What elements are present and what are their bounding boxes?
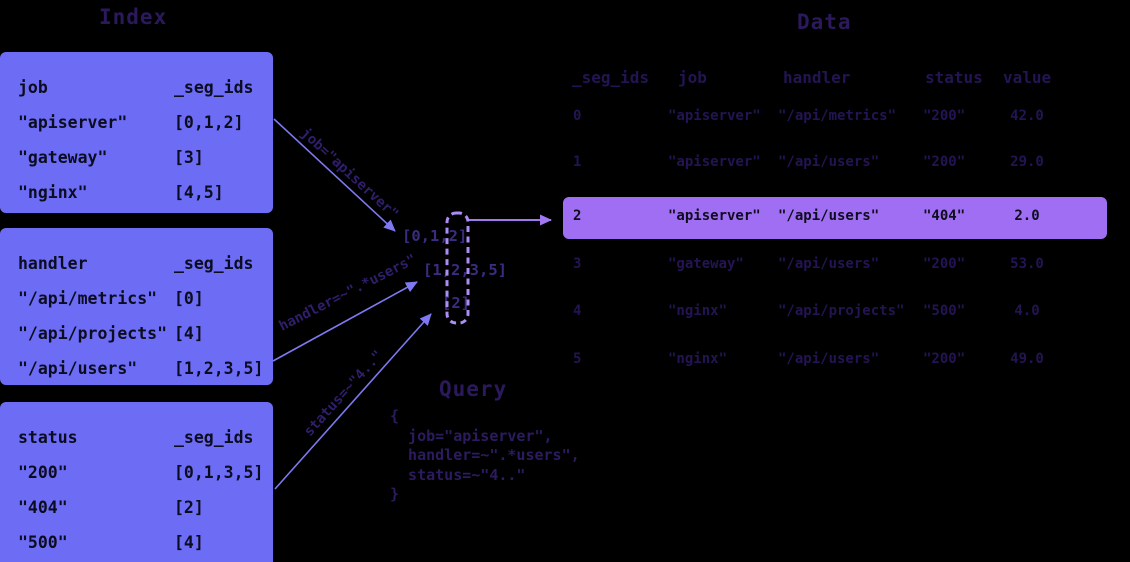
- seg-ids-cell: [0]: [174, 289, 204, 308]
- data-row-1-cell: "200": [923, 154, 966, 170]
- query-code: { job="apiserver", handler=~".*users", s…: [390, 407, 580, 503]
- data-row-0-cell: 42.0: [1010, 108, 1044, 124]
- data-row-3-cell: 3: [573, 256, 582, 272]
- data-row-5-cell: "nginx": [668, 351, 728, 367]
- data-row-3-cell: 53.0: [1010, 256, 1044, 272]
- index-key-cell: "/api/projects": [18, 324, 168, 343]
- data-row-0-cell: 0: [573, 108, 582, 124]
- index-key-cell: handler: [18, 254, 88, 273]
- data-row-2-cell: "apiserver": [668, 208, 761, 224]
- data-row-1-cell: 29.0: [1010, 154, 1044, 170]
- data-row-2-cell: "/api/users": [778, 208, 880, 224]
- data-row-4-cell: "/api/projects": [778, 303, 905, 319]
- data-row-0-cell: "apiserver": [668, 108, 761, 124]
- data-row-1-cell: 1: [573, 154, 582, 170]
- data-row-2-cell: "404": [923, 208, 966, 224]
- index-key-cell: "200": [18, 463, 68, 482]
- index-table-job: job _seg_ids "apiserver" [0,1,2] "gateway" [3…: [0, 52, 273, 213]
- index-table-handler: handler _seg_ids "/api/metrics" [0] "/api/pr…: [0, 228, 273, 385]
- seg-ids-list-handler: [1,2,3,5]: [423, 261, 507, 279]
- seg-ids-cell: _seg_ids: [174, 254, 254, 273]
- highlighted-row-background: [563, 197, 1107, 239]
- seg-ids-cell: _seg_ids: [174, 428, 254, 447]
- data-table-column-header: _seg_ids: [572, 68, 650, 87]
- index-key-cell: job: [18, 78, 48, 97]
- index-table-header-row: status _seg_ids: [0, 428, 273, 448]
- index-table-row: "/api/users" [1,2,3,5]: [0, 359, 273, 379]
- index-table-row: "nginx" [4,5]: [0, 183, 273, 203]
- data-row-5-cell: "/api/users": [778, 351, 880, 367]
- index-table-row: "404" [2]: [0, 498, 273, 518]
- index-table-row: "/api/projects" [4]: [0, 324, 273, 344]
- seg-ids-list-job: [0,1,2]: [402, 227, 468, 245]
- data-table-column-header: job: [678, 68, 707, 87]
- index-key-cell: "gateway": [18, 148, 108, 167]
- data-row-2-cell: 2: [573, 208, 582, 224]
- index-key-cell: status: [18, 428, 78, 447]
- data-row-5-cell: 5: [573, 351, 582, 367]
- data-table-column-header: handler: [783, 68, 851, 87]
- data-row-3-cell: "200": [923, 256, 966, 272]
- data-row-1-cell: "apiserver": [668, 154, 761, 170]
- data-row-3-cell: "gateway": [668, 256, 744, 272]
- data-row-5-cell: 49.0: [1010, 351, 1044, 367]
- index-table-header-row: handler _seg_ids: [0, 254, 273, 274]
- seg-ids-cell: [4,5]: [174, 183, 224, 202]
- index-table-row: "gateway" [3]: [0, 148, 273, 168]
- data-row-2-cell: 2.0: [1014, 208, 1040, 224]
- seg-ids-cell: [0,1,3,5]: [174, 463, 264, 482]
- index-section-title: Index: [99, 5, 168, 29]
- data-row-0-cell: "200": [923, 108, 966, 124]
- index-key-cell: "nginx": [18, 183, 88, 202]
- index-key-cell: "500": [18, 533, 68, 552]
- index-table-row: "/api/metrics" [0]: [0, 289, 273, 309]
- data-row-4-cell: "500": [923, 303, 966, 319]
- seg-ids-cell: [4]: [174, 324, 204, 343]
- index-key-cell: "/api/metrics": [18, 289, 158, 308]
- index-key-cell: "apiserver": [18, 113, 128, 132]
- data-row-3-cell: "/api/users": [778, 256, 880, 272]
- arrow-label-handler: handler=~".*users": [277, 251, 419, 334]
- seg-ids-cell: [4]: [174, 533, 204, 552]
- data-row-4-cell: "nginx": [668, 303, 728, 319]
- index-table-header-row: job _seg_ids: [0, 78, 273, 98]
- data-row-4-cell: 4.0: [1014, 303, 1040, 319]
- arrow-job-to-seglist: [273, 118, 396, 232]
- index-table-row: "apiserver" [0,1,2]: [0, 113, 273, 133]
- data-row-4-cell: 4: [573, 303, 582, 319]
- index-table-row: "200" [0,1,3,5]: [0, 463, 273, 483]
- seg-ids-cell: [1,2,3,5]: [174, 359, 264, 378]
- data-row-5-cell: "200": [923, 351, 966, 367]
- data-section-title: Data: [797, 10, 852, 34]
- seg-ids-cell: [3]: [174, 148, 204, 167]
- arrow-label-status: status=~"4..": [301, 348, 386, 440]
- data-table-column-header: value: [1003, 68, 1052, 87]
- seg-ids-cell: [0,1,2]: [174, 113, 244, 132]
- arrow-handler-to-seglist: [272, 281, 418, 362]
- data-table-column-header: status: [925, 68, 983, 87]
- data-row-1-cell: "/api/users": [778, 154, 880, 170]
- data-row-0-cell: "/api/metrics": [778, 108, 897, 124]
- seg-ids-cell: [2]: [174, 498, 204, 517]
- index-table-row: "500" [4]: [0, 533, 273, 553]
- arrow-label-job: job="apiserver": [297, 125, 401, 222]
- query-section-title: Query: [439, 377, 508, 401]
- index-key-cell: "404": [18, 498, 68, 517]
- index-table-status: status _seg_ids "200" [0,1,3,5] "404" [2] "500…: [0, 402, 273, 562]
- seg-ids-cell: _seg_ids: [174, 78, 254, 97]
- index-key-cell: "/api/users": [18, 359, 138, 378]
- seg-ids-list-status: [2]: [442, 294, 470, 312]
